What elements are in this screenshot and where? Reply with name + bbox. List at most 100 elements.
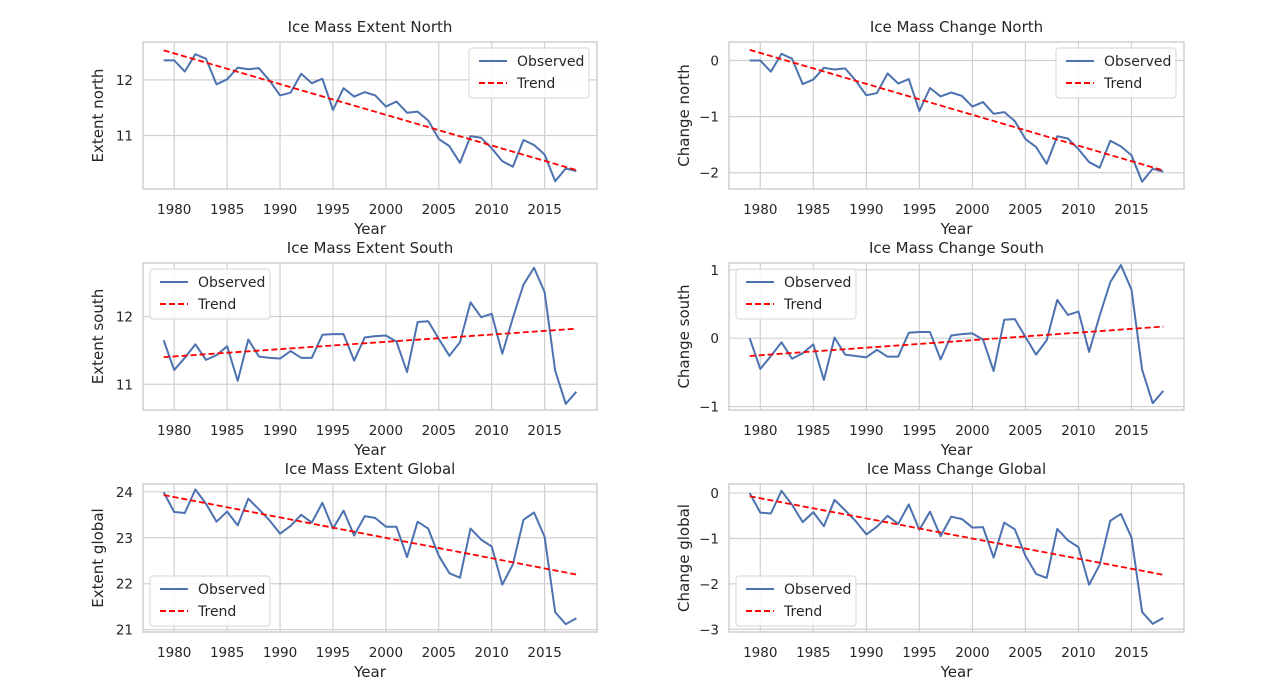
x-axis-label: Year [940, 220, 974, 238]
x-tick-label: 2005 [422, 423, 456, 439]
x-axis-label: Year [353, 220, 387, 238]
chart-title: Ice Mass Change Global [867, 460, 1046, 478]
y-tick-label: 12 [116, 73, 133, 89]
subplot-4: 1980 1985 1990 1995 2000 2005 2010 2015 −1 0 1 Ice … [675, 239, 1185, 459]
legend-label-observed: Observed [784, 582, 851, 598]
x-tick-label: 2005 [422, 202, 456, 218]
subplot-3: 1980 1985 1990 1995 2000 2005 2010 2015 11 12 Ice … [89, 239, 598, 459]
x-tick-label: 1990 [849, 202, 883, 218]
legend: Observed Trend [1055, 47, 1177, 99]
legend-label-trend: Trend [783, 604, 822, 620]
x-tick-label: 1980 [157, 423, 191, 439]
x-tick-label: 1990 [849, 423, 883, 439]
x-tick-label: 2000 [955, 645, 989, 661]
series-line-observed [162, 266, 578, 405]
legend-label-observed: Observed [517, 54, 584, 70]
x-tick-label: 2010 [475, 202, 509, 218]
x-tick-label: 2015 [527, 202, 561, 218]
y-tick-label: 0 [710, 486, 719, 502]
y-tick-label: −1 [699, 400, 719, 416]
x-tick-label: 1995 [902, 202, 936, 218]
x-tick-label: 2005 [422, 645, 456, 661]
x-tick-label: 2015 [527, 423, 561, 439]
x-tick-label: 2010 [1061, 202, 1095, 218]
x-tick-label: 2000 [369, 645, 403, 661]
x-tick-label: 2005 [1008, 645, 1042, 661]
subplot-2: 1980 1985 1990 1995 2000 2005 2010 2015 −2 −1 0 Ice… [675, 18, 1185, 238]
axes-frame [142, 262, 598, 411]
chart-title: Ice Mass Change South [869, 239, 1044, 257]
x-tick-label: 1980 [157, 645, 191, 661]
subplot-5: 1980 1985 1990 1995 2000 2005 2010 2015 21 22 23 24… [89, 460, 598, 681]
legend-label-trend: Trend [783, 297, 822, 313]
series-line-trend [163, 494, 577, 576]
y-tick-label: 12 [116, 310, 133, 326]
x-tick-label: 1995 [902, 645, 936, 661]
x-tick-label: 1995 [902, 423, 936, 439]
legend-label-observed: Observed [784, 275, 851, 291]
y-tick-label: −2 [699, 577, 719, 593]
y-tick-label: 11 [116, 129, 133, 145]
series-line-trend [749, 325, 1164, 357]
x-axis-label: Year [353, 441, 387, 459]
y-axis-label: Extent south [89, 289, 107, 385]
y-tick-label: 11 [116, 377, 133, 393]
x-tick-label: 1995 [316, 202, 350, 218]
y-axis-label: Change north [675, 64, 693, 166]
y-tick-label: 23 [116, 531, 133, 547]
legend-label-trend: Trend [197, 297, 236, 313]
series-line-observed [162, 488, 577, 626]
chart-title: Ice Mass Extent North [288, 18, 453, 36]
legend: Observed Trend [149, 575, 271, 627]
x-tick-label: 1995 [316, 645, 350, 661]
legend-label-observed: Observed [1104, 54, 1171, 70]
x-tick-label: 2000 [369, 202, 403, 218]
x-tick-label: 1985 [210, 202, 244, 218]
y-tick-label: −1 [699, 531, 719, 547]
y-tick-label: −2 [699, 166, 719, 182]
x-tick-label: 1995 [316, 423, 350, 439]
y-tick-label: 1 [710, 263, 719, 279]
y-tick-label: 24 [116, 485, 133, 501]
series-line-observed [748, 264, 1165, 405]
x-tick-label: 1980 [743, 645, 777, 661]
x-tick-label: 1990 [263, 202, 297, 218]
y-axis-label: Change south [675, 284, 693, 388]
legend: Observed Trend [149, 268, 271, 320]
chart-title: Ice Mass Change North [870, 18, 1043, 36]
x-axis-label: Year [353, 663, 387, 681]
x-tick-label: 2010 [475, 645, 509, 661]
x-tick-label: 2015 [1114, 423, 1148, 439]
y-tick-label: 0 [710, 54, 719, 70]
x-tick-label: 2015 [1114, 202, 1148, 218]
x-tick-label: 1980 [743, 423, 777, 439]
x-tick-label: 2000 [955, 423, 989, 439]
x-tick-label: 2010 [1061, 645, 1095, 661]
x-tick-label: 2005 [1008, 202, 1042, 218]
x-tick-label: 2000 [955, 202, 989, 218]
subplot-6: 1980 1985 1990 1995 2000 2005 2010 2015 −3 −2 −1 0 I… [675, 460, 1185, 681]
x-tick-label: 2010 [475, 423, 509, 439]
x-tick-label: 2010 [1061, 423, 1095, 439]
legend-label-observed: Observed [198, 582, 265, 598]
y-tick-label: −3 [699, 622, 719, 638]
x-tick-label: 2015 [1114, 645, 1148, 661]
y-tick-label: 22 [116, 577, 133, 593]
series-line-trend [749, 495, 1164, 576]
legend-label-observed: Observed [198, 275, 265, 291]
x-tick-label: 1985 [210, 423, 244, 439]
axes-frame [728, 262, 1185, 411]
series-line-trend [163, 327, 577, 359]
axes-frame [728, 483, 1185, 633]
x-axis-label: Year [940, 663, 974, 681]
x-axis-label: Year [940, 441, 974, 459]
legend: Observed Trend [735, 268, 857, 320]
x-tick-label: 1980 [157, 202, 191, 218]
x-tick-label: 1990 [849, 645, 883, 661]
x-tick-label: 1980 [743, 202, 777, 218]
legend: Observed Trend [468, 47, 590, 99]
axes-frame [728, 41, 1185, 190]
x-tick-label: 2005 [1008, 423, 1042, 439]
subplot-1: 1980 1985 1990 1995 2000 2005 2010 2015 11 12 Ice … [89, 18, 598, 238]
